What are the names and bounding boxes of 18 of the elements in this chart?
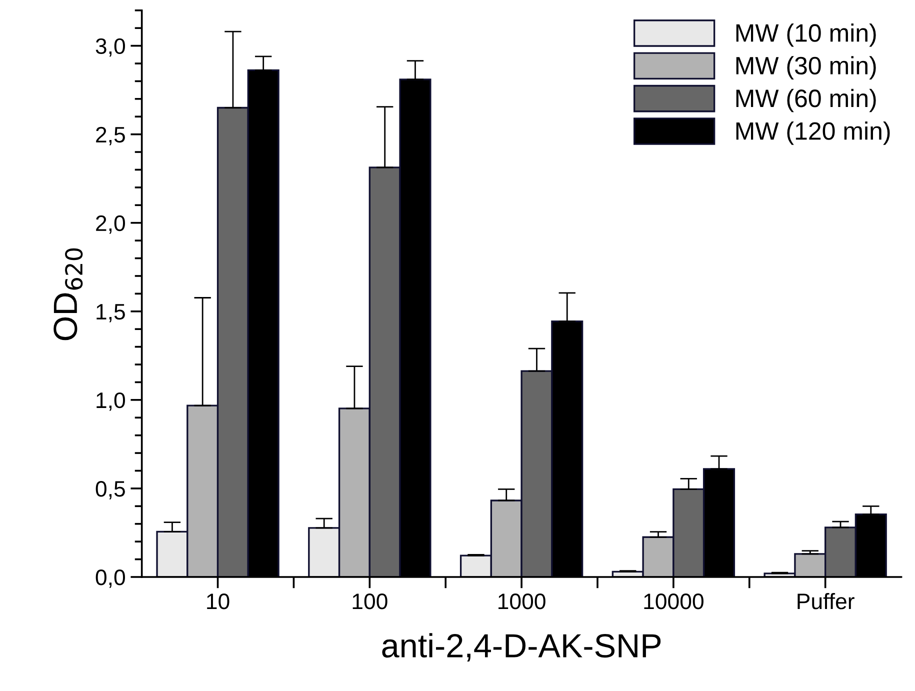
x-axis-title: anti-2,4-D-AK-SNP [382,633,661,662]
y-tick-label: 1,5 [96,304,125,322]
y-tick-label: 2,5 [96,126,125,146]
y-tick-label: 0,5 [96,480,125,500]
legend-label: MW (60 min) [736,88,876,112]
x-tick-label: 100 [352,594,388,610]
y-axis-title: OD$_{620}$ [54,248,83,340]
y-tick-label: 1,0 [96,392,125,411]
legend-label: MW (120 min) [736,122,890,145]
legend-label: MW (30 min) [736,56,876,80]
y-tick-label: 3,0 [96,38,125,57]
y-tick-label: 2,0 [96,215,125,234]
x-tick-label: 10 [207,594,230,610]
x-tick-label: 10000 [644,594,704,610]
y-tick-label: 0,0 [96,570,125,588]
x-tick-label: 1000 [498,594,546,610]
x-tick-label: Puffer [798,592,854,610]
legend-label: MW (10 min) [736,24,876,47]
